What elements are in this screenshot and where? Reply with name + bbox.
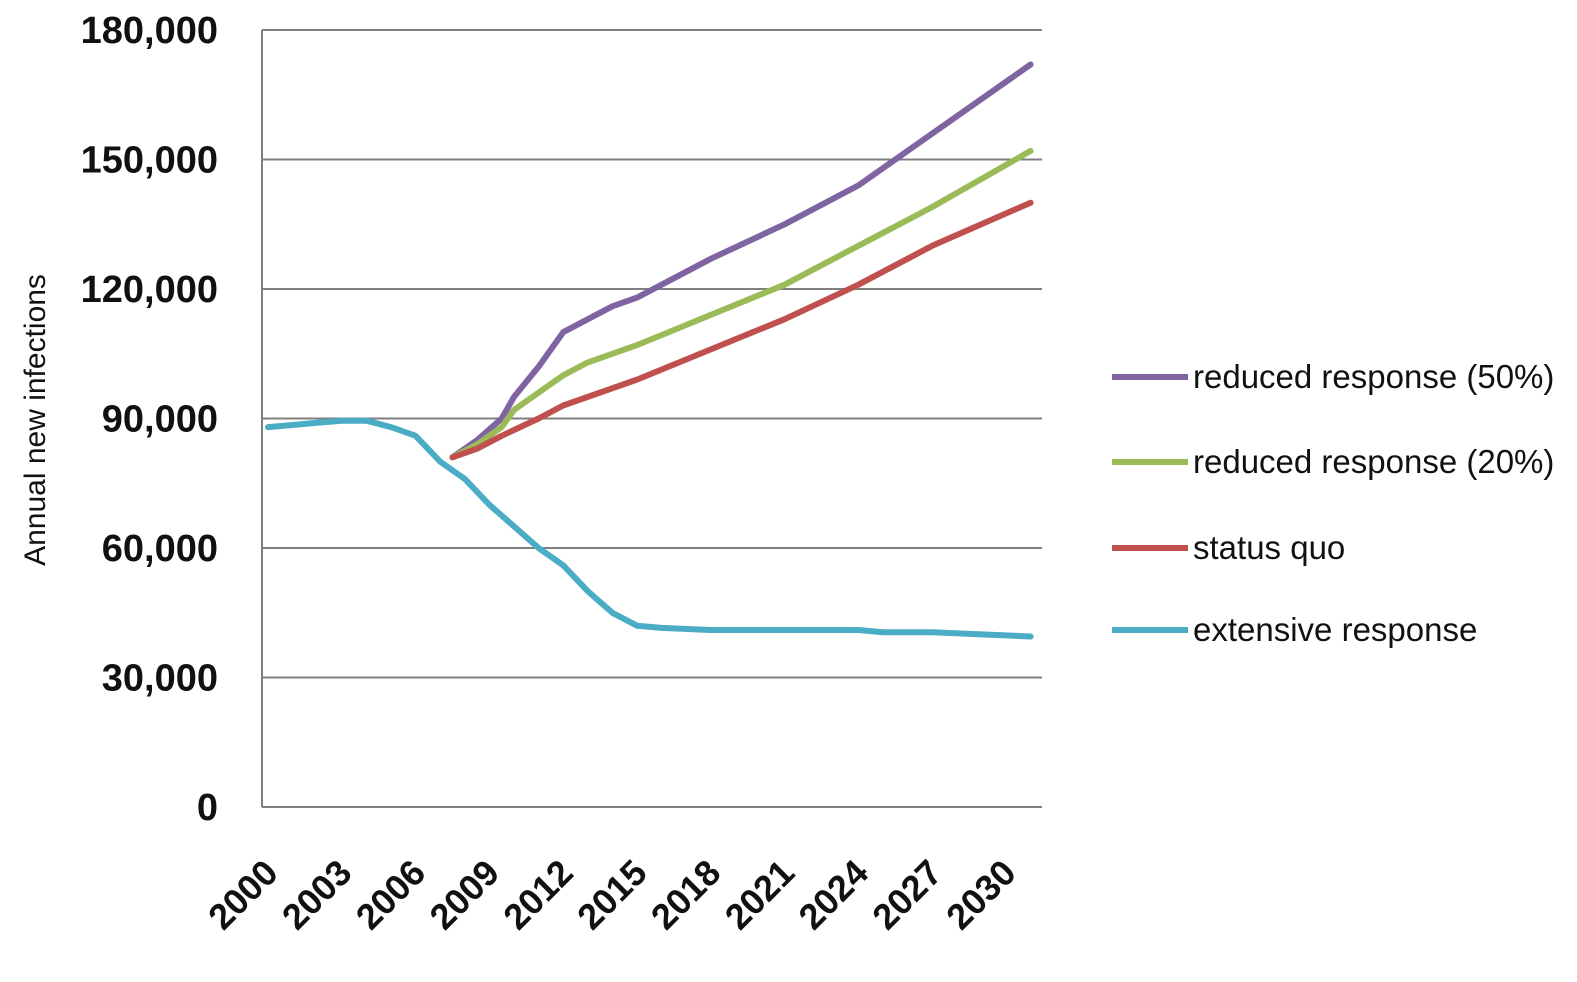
- x-tick-label: 2030: [938, 852, 1024, 938]
- legend: reduced response (50%) reduced response (…: [1112, 358, 1554, 648]
- x-tick-label: 2006: [348, 852, 434, 938]
- series-line-2: [449, 147, 1034, 461]
- x-tick-label: 2012: [495, 852, 581, 938]
- gridlines: [262, 29, 1042, 808]
- y-tick-label: 150,000: [81, 140, 218, 182]
- x-tick-label: 2009: [421, 852, 507, 938]
- x-tick-label: 2018: [643, 852, 729, 938]
- x-tick-label: 2015: [569, 852, 655, 938]
- legend-label: reduced response (20%): [1193, 443, 1554, 480]
- x-tick-label: 2000: [200, 852, 286, 938]
- y-tick-label: 30,000: [102, 658, 218, 700]
- legend-label: reduced response (50%): [1193, 358, 1554, 395]
- y-tick-label: 180,000: [81, 10, 218, 52]
- y-axis-ticks: 0 30,000 60,000 90,000 120,000 150,000 180,000: [81, 10, 218, 829]
- y-axis-label: Annual new infections: [19, 274, 52, 566]
- y-tick-label: 0: [197, 787, 218, 829]
- x-tick-label: 2024: [790, 852, 876, 938]
- y-tick-label: 120,000: [81, 269, 218, 311]
- legend-label: status quo: [1193, 529, 1345, 566]
- legend-label: extensive response: [1193, 611, 1477, 648]
- series-lines: [265, 61, 1034, 640]
- x-tick-label: 2027: [864, 852, 950, 938]
- series-line-3: [449, 199, 1034, 461]
- x-axis-ticks: 2000200320062009201220152018202120242027…: [200, 852, 1024, 938]
- series-line-4: [265, 417, 1034, 640]
- series-line-1: [449, 61, 1034, 461]
- x-tick-label: 2003: [274, 852, 360, 938]
- x-tick-label: 2021: [717, 852, 803, 938]
- y-tick-label: 60,000: [102, 528, 218, 570]
- y-tick-label: 90,000: [102, 399, 218, 441]
